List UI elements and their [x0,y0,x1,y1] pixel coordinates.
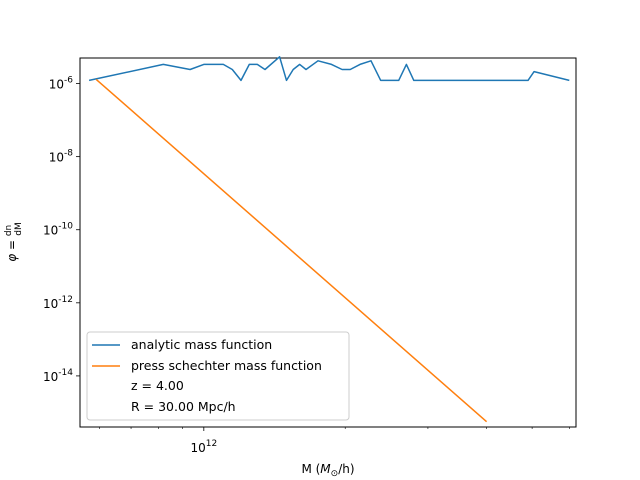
x-axis-label: M (M⊙/h) [301,462,354,479]
y-tick-label: 10-14 [43,368,73,384]
series-lines [88,56,570,423]
y-tick-label: 10-12 [43,295,73,311]
legend-label-analytic: analytic mass function [131,337,272,352]
y-axis-label: φ = dndM [4,222,24,262]
legend-label-radius: R = 30.00 Mpc/h [131,399,236,414]
legend-label-redshift: z = 4.00 [131,378,184,393]
y-tick-label: 10-8 [49,149,74,165]
legend-label-press-schechter: press schechter mass function [131,358,322,373]
y-ticks: 10-6 10-8 10-10 10-12 10-14 [43,76,80,384]
x-tick-label: 1012 [190,439,217,455]
legend: analytic mass function press schechter m… [86,331,350,421]
press-schechter-line [95,78,488,423]
y-tick-label: 10-6 [49,76,74,92]
legend-box [86,331,350,421]
x-ticks: 1012 [190,427,217,455]
x-minor-ticks [99,427,570,429]
analytic-mass-function-line [88,56,570,82]
svg-text:φ = dndM: φ = dndM [4,222,24,262]
y-tick-label: 10-10 [43,222,73,238]
